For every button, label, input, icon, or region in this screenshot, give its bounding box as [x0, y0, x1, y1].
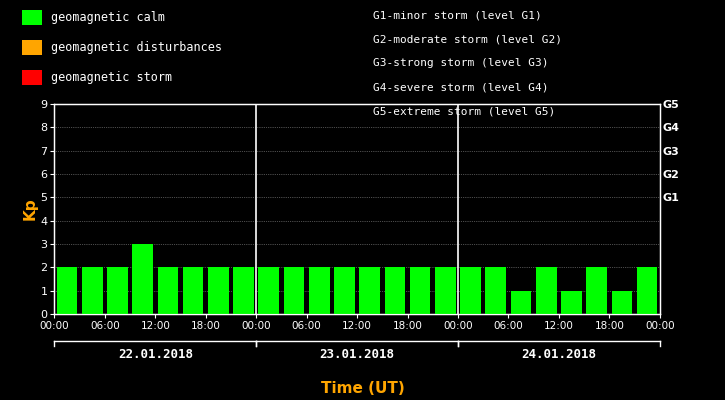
Bar — [309, 267, 330, 314]
Bar — [283, 267, 304, 314]
Text: 23.01.2018: 23.01.2018 — [320, 348, 394, 361]
Bar — [82, 267, 102, 314]
Bar — [258, 267, 279, 314]
Y-axis label: Kp: Kp — [22, 198, 38, 220]
Bar — [384, 267, 405, 314]
Bar — [360, 267, 380, 314]
Bar — [233, 267, 254, 314]
Bar — [208, 267, 228, 314]
Bar — [435, 267, 456, 314]
Text: 24.01.2018: 24.01.2018 — [521, 348, 597, 361]
Bar — [587, 267, 607, 314]
Text: G2-moderate storm (level G2): G2-moderate storm (level G2) — [373, 34, 563, 44]
Text: Time (UT): Time (UT) — [320, 381, 405, 396]
Bar — [107, 267, 128, 314]
Bar — [460, 267, 481, 314]
Bar — [637, 267, 658, 314]
Bar — [486, 267, 506, 314]
Text: G4-severe storm (level G4): G4-severe storm (level G4) — [373, 82, 549, 92]
Text: geomagnetic calm: geomagnetic calm — [51, 11, 165, 24]
Bar — [536, 267, 557, 314]
Text: G5-extreme storm (level G5): G5-extreme storm (level G5) — [373, 106, 555, 116]
Bar — [157, 267, 178, 314]
Bar — [57, 267, 78, 314]
Bar — [133, 244, 153, 314]
Text: geomagnetic disturbances: geomagnetic disturbances — [51, 41, 222, 54]
Bar — [334, 267, 355, 314]
Bar — [510, 291, 531, 314]
Text: geomagnetic storm: geomagnetic storm — [51, 71, 172, 84]
Bar — [612, 291, 632, 314]
Bar — [561, 291, 581, 314]
Bar — [410, 267, 431, 314]
Text: G3-strong storm (level G3): G3-strong storm (level G3) — [373, 58, 549, 68]
Text: G1-minor storm (level G1): G1-minor storm (level G1) — [373, 10, 542, 20]
Text: 22.01.2018: 22.01.2018 — [117, 348, 193, 361]
Bar — [183, 267, 204, 314]
